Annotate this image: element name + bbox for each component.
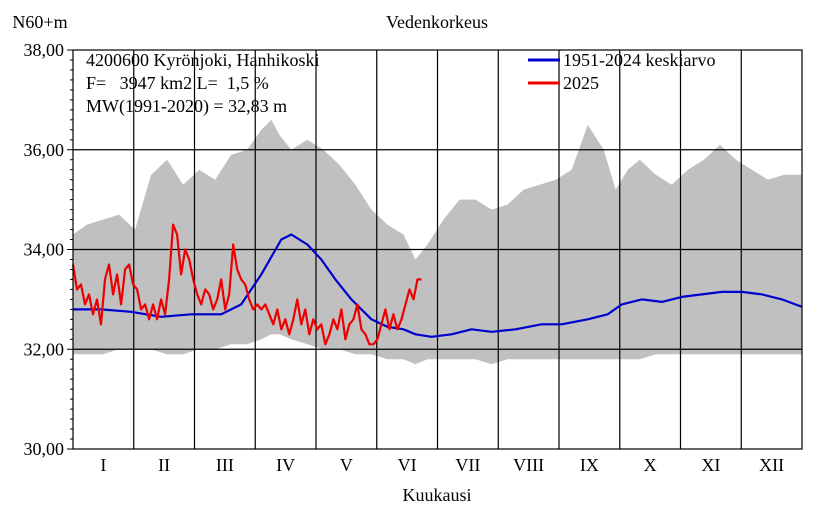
month-label: VI — [398, 455, 417, 475]
month-label: VII — [455, 455, 480, 475]
y-tick-label: 36,00 — [24, 140, 65, 160]
month-label: XII — [759, 455, 784, 475]
month-label: I — [100, 455, 106, 475]
info-line-station: 4200600 Kyrönjoki, Hanhikoski — [86, 50, 320, 70]
series-line-mean — [73, 233, 803, 338]
month-label: II — [158, 455, 170, 475]
month-label: IX — [580, 455, 599, 475]
info-box: 4200600 Kyrönjoki, Hanhikoski F= 3947 km… — [86, 50, 320, 117]
month-label: VIII — [513, 455, 544, 475]
info-line-area: F= 3947 km2 L= 1,5 % — [86, 73, 269, 93]
month-label: V — [340, 455, 353, 475]
series-line-2025 — [71, 223, 422, 346]
y-tick-label: 34,00 — [24, 240, 65, 260]
month-label: IV — [276, 455, 295, 475]
chart-title: Vedenkorkeus — [386, 12, 488, 32]
y-axis-label: N60+m — [12, 12, 67, 32]
legend-mean-label: 1951-2024 keskiarvo — [563, 50, 715, 70]
y-tick-label: 30,00 — [24, 439, 65, 459]
y-tick-label: 32,00 — [24, 339, 65, 359]
y-tick-label: 38,00 — [24, 40, 65, 60]
month-label: X — [644, 455, 657, 475]
info-line-mean-water: MW(1991-2020) = 32,83 m — [86, 96, 287, 117]
month-label: III — [216, 455, 234, 475]
legend-current-label: 2025 — [563, 73, 599, 93]
legend: 1951-2024 keskiarvo 2025 — [528, 50, 715, 93]
x-axis-label: Kuukausi — [403, 485, 472, 505]
month-label: XI — [701, 455, 720, 475]
